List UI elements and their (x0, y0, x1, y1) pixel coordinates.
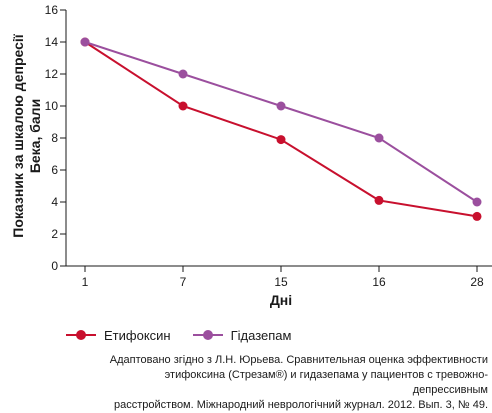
y-axis-title: Показник за шкалою депресії Бека, бали (10, 33, 43, 237)
y-tick-label: 6 (51, 163, 58, 177)
x-tick-label: 1 (82, 275, 89, 289)
legend-swatch-etifoxine (66, 329, 96, 341)
x-axis-title: Дні (270, 292, 292, 308)
x-tick-label: 15 (274, 275, 288, 289)
source-line-2: этифоксина (Стрезам®) и гидазепама у пац… (164, 369, 488, 396)
x-tick-label: 16 (372, 275, 386, 289)
series-line (84, 41, 478, 218)
y-axis-title-line1: Показник за шкалою депресії (10, 33, 26, 237)
x-axis: 1 7 15 16 28 (66, 265, 492, 289)
data-point (472, 197, 482, 207)
data-point (178, 69, 188, 79)
line-chart: 0 2 4 6 8 10 12 14 16 1 7 15 16 28 Дні Показник за ш… (10, 3, 492, 308)
source-note: Адаптовано згідно з Л.Н. Юрьева. Сравнит… (108, 353, 488, 413)
y-tick-label: 2 (51, 227, 58, 241)
series-2 (80, 37, 482, 207)
data-point (374, 195, 384, 205)
source-line-3: расстройством. Міжнародний неврологічний… (114, 399, 488, 411)
source-line-1: Адаптовано згідно з Л.Н. Юрьева. Сравнит… (109, 354, 488, 366)
x-tick-label: 7 (180, 275, 187, 289)
x-tick-label: 28 (470, 275, 484, 289)
y-tick-label: 16 (45, 3, 59, 17)
y-tick-label: 10 (45, 99, 59, 113)
legend-label-etifoxine: Етифоксин (104, 327, 171, 343)
data-point (276, 101, 286, 111)
legend-item-etifoxine: Етифоксин (66, 328, 171, 343)
data-point (472, 211, 482, 221)
y-tick-label: 8 (51, 131, 58, 145)
series-layer (80, 37, 482, 221)
legend-item-gidazepam: Гідазепам (192, 327, 292, 343)
y-axis-title-line2: Бека, бали (27, 99, 43, 173)
series-1 (80, 37, 482, 221)
y-axis: 0 2 4 6 8 10 12 14 16 (45, 3, 67, 273)
series-line (84, 41, 478, 203)
data-point (80, 37, 90, 47)
legend: Етифоксин Гідазепам (66, 325, 313, 345)
data-point (178, 101, 188, 111)
legend-label-gidazepam: Гідазепам (230, 327, 292, 343)
data-point (276, 135, 286, 145)
y-tick-label: 0 (51, 259, 58, 273)
y-tick-label: 12 (45, 67, 59, 81)
y-tick-label: 14 (45, 35, 59, 49)
data-point (374, 133, 384, 143)
legend-swatch-gidazepam (192, 329, 223, 341)
y-tick-label: 4 (51, 195, 58, 209)
